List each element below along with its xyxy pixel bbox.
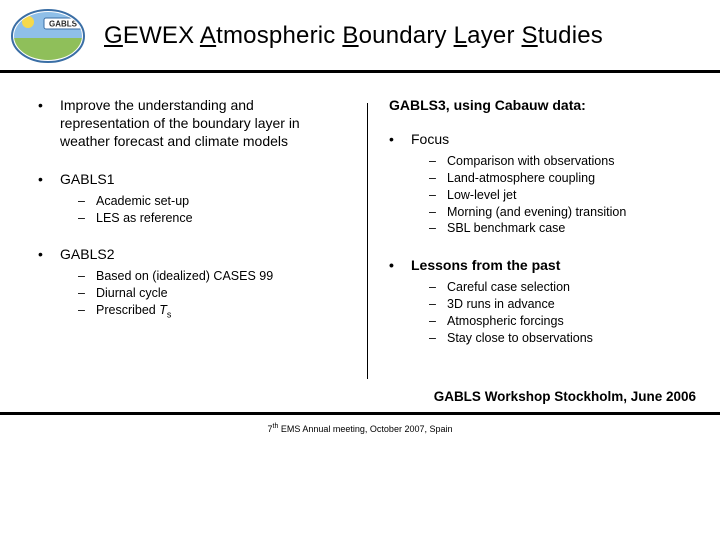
list-item: –Careful case selection (429, 279, 696, 296)
dash-icon: – (429, 279, 447, 296)
list-item: –Comparison with observations (429, 153, 696, 170)
list-item: –Atmospheric forcings (429, 313, 696, 330)
bullet-icon: • (38, 171, 60, 189)
list-item: –Prescribed Ts (78, 302, 345, 321)
right-column: GABLS3, using Cabauw data: • Focus –Comp… (367, 97, 696, 367)
slide-header: GABLS GEWEX Atmospheric Boundary Layer S… (0, 0, 720, 66)
logo-text: GABLS (49, 20, 78, 29)
list-item: –Morning (and evening) transition (429, 204, 696, 221)
bullet-icon: • (389, 257, 411, 275)
left-column: • Improve the understanding and represen… (38, 97, 367, 367)
list-item: –SBL benchmark case (429, 220, 696, 237)
dash-icon: – (78, 302, 96, 321)
list-item: –Academic set-up (78, 193, 345, 210)
intro-block: • Improve the understanding and represen… (38, 97, 345, 151)
dash-icon: – (78, 268, 96, 285)
focus-block: • Focus –Comparison with observations –L… (389, 131, 696, 237)
lessons-block: • Lessons from the past –Careful case se… (389, 257, 696, 346)
list-item: –Based on (idealized) CASES 99 (78, 268, 345, 285)
dash-icon: – (429, 187, 447, 204)
gabls3-heading: GABLS3, using Cabauw data: (389, 97, 696, 113)
dash-icon: – (429, 170, 447, 187)
dash-icon: – (429, 330, 447, 347)
dash-icon: – (78, 210, 96, 227)
bullet-icon: • (38, 246, 60, 264)
list-item: –Stay close to observations (429, 330, 696, 347)
bullet-icon: • (389, 131, 411, 149)
dash-icon: – (429, 313, 447, 330)
dash-icon: – (429, 220, 447, 237)
intro-text: Improve the understanding and representa… (60, 97, 345, 151)
content-area: • Improve the understanding and represen… (0, 73, 720, 367)
bullet-icon: • (38, 97, 60, 151)
gabls2-title: GABLS2 (60, 246, 114, 264)
dash-icon: – (78, 193, 96, 210)
list-item: –Land-atmosphere coupling (429, 170, 696, 187)
gabls2-block: • GABLS2 –Based on (idealized) CASES 99 … (38, 246, 345, 320)
gabls-logo: GABLS (10, 8, 86, 64)
gabls1-block: • GABLS1 –Academic set-up –LES as refere… (38, 171, 345, 227)
list-item: –3D runs in advance (429, 296, 696, 313)
focus-title: Focus (411, 131, 449, 149)
list-item: –Diurnal cycle (78, 285, 345, 302)
dash-icon: – (429, 204, 447, 221)
gabls1-title: GABLS1 (60, 171, 114, 189)
list-item: –LES as reference (78, 210, 345, 227)
workshop-line: GABLS Workshop Stockholm, June 2006 (0, 367, 720, 410)
slide-title: GEWEX Atmospheric Boundary Layer Studies (104, 22, 603, 50)
list-item: –Low-level jet (429, 187, 696, 204)
dash-icon: – (429, 153, 447, 170)
dash-icon: – (78, 285, 96, 302)
lessons-title: Lessons from the past (411, 257, 560, 275)
footer-text: 7th EMS Annual meeting, October 2007, Sp… (0, 415, 720, 434)
dash-icon: – (429, 296, 447, 313)
